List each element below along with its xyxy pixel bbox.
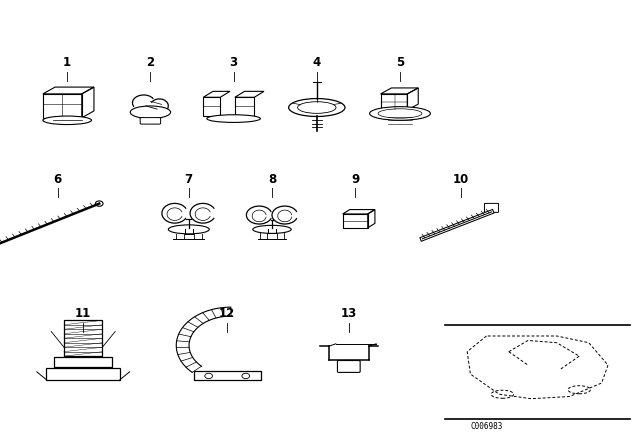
Text: 11: 11 [75,307,92,320]
Text: 5: 5 [396,56,404,69]
Ellipse shape [168,225,209,234]
Circle shape [242,373,250,379]
Text: 2: 2 [147,56,154,69]
FancyBboxPatch shape [140,118,161,124]
Ellipse shape [370,107,430,121]
Text: C006983: C006983 [470,422,503,431]
FancyBboxPatch shape [337,361,360,372]
Text: 10: 10 [452,173,469,186]
FancyBboxPatch shape [484,203,499,212]
Text: 9: 9 [351,173,359,186]
Ellipse shape [43,116,92,125]
Ellipse shape [492,390,514,398]
Ellipse shape [378,109,422,118]
Ellipse shape [253,225,291,233]
Text: 3: 3 [230,56,237,69]
Ellipse shape [289,99,345,116]
Circle shape [95,201,103,206]
Ellipse shape [568,386,591,394]
Ellipse shape [298,102,336,113]
Text: 6: 6 [54,173,61,186]
Text: 12: 12 [219,307,236,320]
Text: 13: 13 [340,307,357,320]
Text: 7: 7 [185,173,193,186]
Circle shape [205,373,212,379]
Text: 1: 1 [63,56,71,69]
Ellipse shape [131,106,170,118]
Text: 8: 8 [268,173,276,186]
Ellipse shape [207,115,260,122]
Text: 4: 4 [313,56,321,69]
